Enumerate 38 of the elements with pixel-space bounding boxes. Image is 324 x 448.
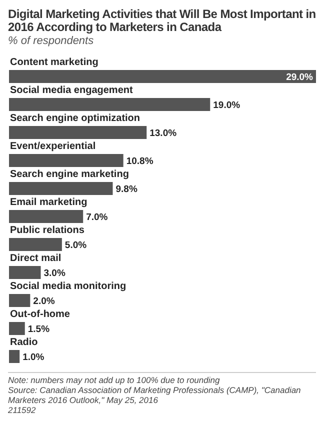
y-tick-label: Email marketing (10, 197, 88, 208)
text: 211592 (8, 405, 37, 415)
data-label: 1.0% (22, 352, 45, 363)
bar (9, 98, 210, 111)
y-tick-label: Event/experiential (10, 141, 96, 152)
y-tick-label: Content marketing (10, 57, 98, 68)
data-label: 19.0% (213, 100, 241, 111)
data-label: 5.0% (64, 240, 88, 251)
y-tick-label: Search engine optimization (10, 113, 140, 124)
bar (9, 294, 30, 307)
y-tick-label: Social media engagement (10, 85, 134, 96)
y-tick-label: Radio (10, 337, 38, 348)
source-note: Source: Canadian Association of Marketing Professionals (CAMP), "Canadian Marketers 2016 Outlook," May 25, 2016 (8, 385, 302, 405)
bar (9, 322, 25, 335)
data-label: 7.0% (86, 212, 108, 223)
data-label: 29.0% (286, 72, 314, 83)
y-tick-label: Out-of-home (10, 309, 70, 320)
y-tick-label: Direct mail (10, 253, 62, 264)
chart-subtitle: % of respondents (8, 34, 95, 48)
y-tick-label: Search engine marketing (10, 169, 129, 180)
bar (9, 238, 62, 251)
y-tick-label: Social media monitoring (10, 281, 126, 292)
data-label: 13.0% (150, 128, 178, 139)
data-label: 10.8% (126, 156, 154, 167)
data-label: 3.0% (44, 268, 66, 279)
data-label: 2.0% (33, 296, 56, 307)
bar (9, 350, 20, 363)
bar (9, 266, 41, 279)
data-label: 9.8% (116, 184, 138, 195)
bar (9, 210, 84, 223)
data-label: 1.5% (28, 324, 50, 335)
bar (9, 126, 147, 139)
bar (9, 182, 113, 195)
y-tick-label: Public relations (10, 225, 85, 236)
bar (9, 154, 124, 167)
chart-title: Digital Marketing Activities that Will Be Most Important in 2016 According to Marketers in Canada (8, 7, 316, 34)
bar (9, 70, 316, 83)
text: Note: numbers may not add up to 100% due to rounding (8, 375, 221, 385)
